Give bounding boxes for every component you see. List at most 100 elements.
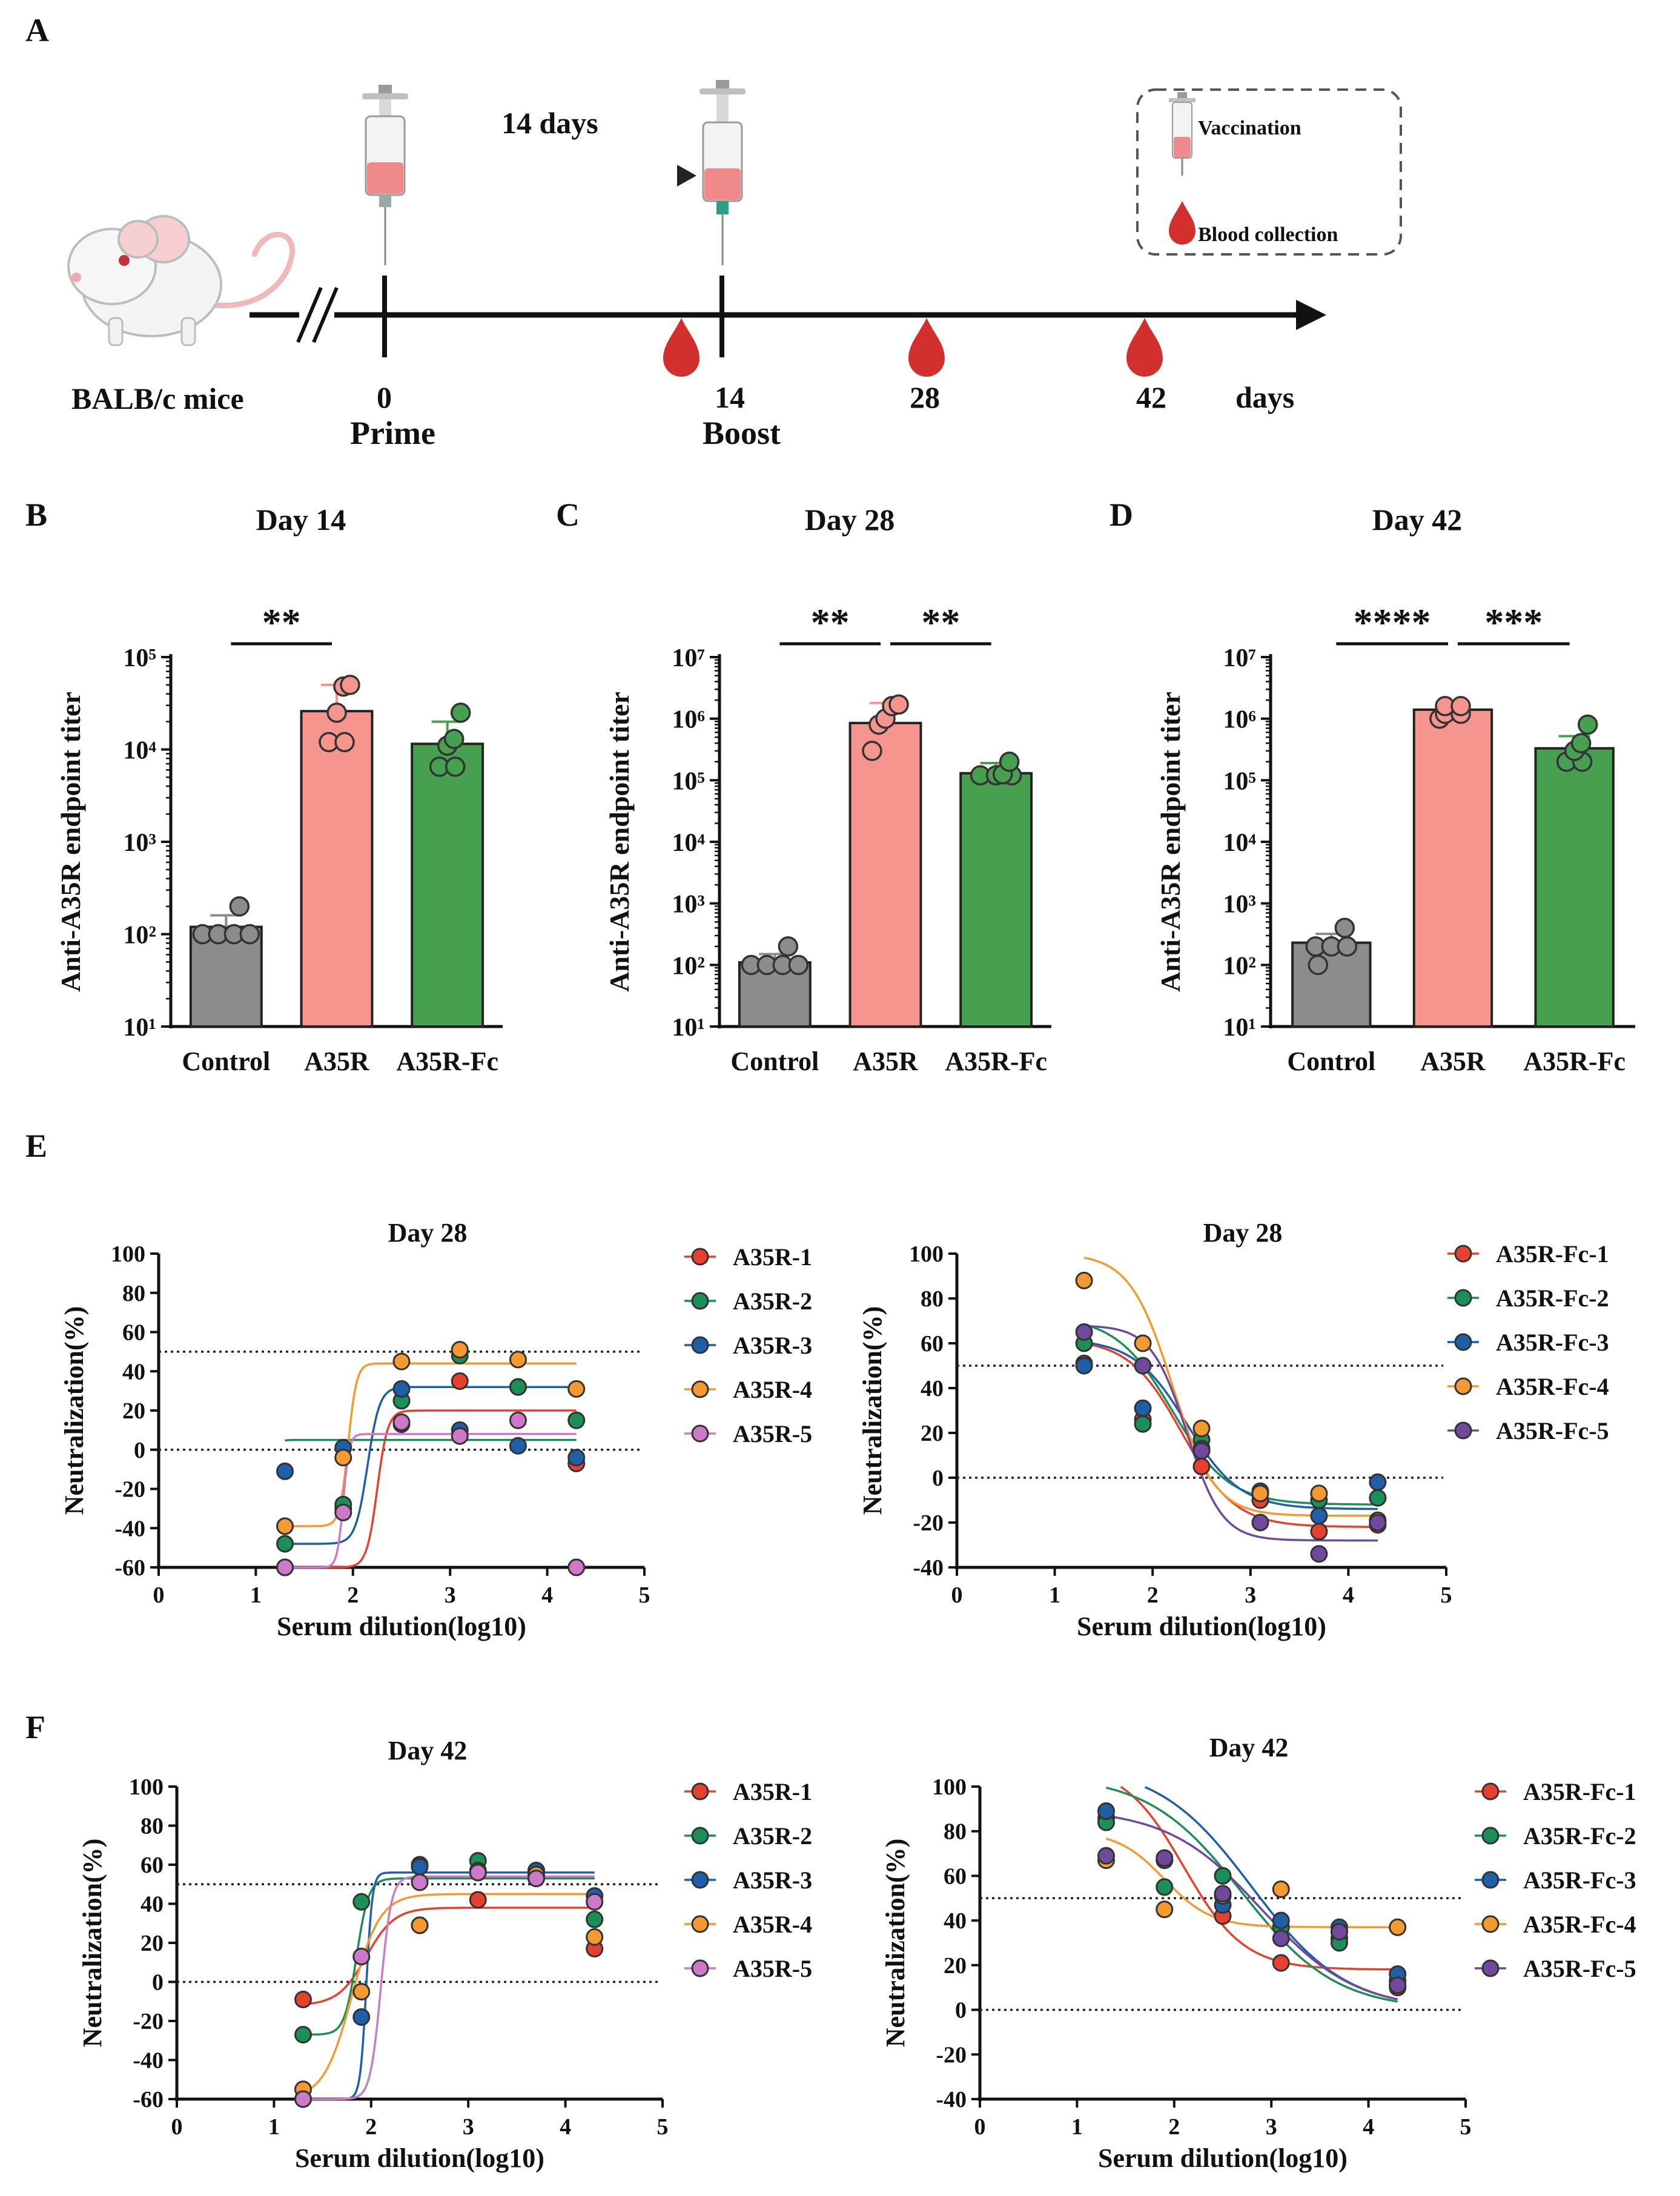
panel-letter-f: F xyxy=(25,1709,45,1745)
panel-letter-a: A xyxy=(25,12,49,48)
day-label-0: 0 xyxy=(377,380,392,414)
x-tick-label: 4 xyxy=(1363,2114,1374,2140)
y-tick-label: 10⁴ xyxy=(123,737,156,765)
legend-label: A35R-Fc-5 xyxy=(1496,1417,1609,1444)
data-point xyxy=(411,1857,429,1876)
data-point xyxy=(276,1462,294,1480)
data-point xyxy=(352,1893,371,1911)
data-point xyxy=(411,1916,429,1934)
fit-curve xyxy=(1083,1323,1378,1506)
y-tick-label: 10⁴ xyxy=(1223,829,1256,857)
y-tick-label: -20 xyxy=(913,1510,944,1536)
x-tick-label: 0 xyxy=(951,1583,963,1608)
blood-drop-icon xyxy=(1126,318,1163,377)
legend-marker xyxy=(1454,1421,1472,1440)
data-point xyxy=(1272,1930,1290,1948)
legend-label: A35R-2 xyxy=(733,1288,812,1315)
data-point xyxy=(888,694,909,715)
category-label: A35R-Fc xyxy=(945,1047,1047,1076)
data-point xyxy=(352,2008,371,2026)
schematic-legend: Vaccination Blood collection xyxy=(1136,88,1402,256)
y-tick-label: -40 xyxy=(936,2087,967,2112)
data-point xyxy=(1450,696,1471,716)
legend-label: A35R-Fc-1 xyxy=(1496,1240,1609,1268)
y-tick-label: -20 xyxy=(114,1477,145,1503)
legend-blood-label: Blood collection xyxy=(1198,223,1338,246)
neutralization-chart-a35r-day28: Day 28 -60 -40 -20 0 20 40 60 80 100 0 1 2 3 4 5 Serum d… xyxy=(59,1218,812,1641)
legend-label: A35R-1 xyxy=(733,1778,812,1805)
y-tick-label: 80 xyxy=(122,1281,145,1306)
y-axis-label: Neutralization(%) xyxy=(858,1306,887,1515)
x-tick-label: 1 xyxy=(268,2114,280,2140)
data-point xyxy=(1134,1399,1152,1417)
data-point xyxy=(334,1449,352,1467)
y-tick-label: 10² xyxy=(123,922,156,950)
data-point xyxy=(443,729,465,749)
bar xyxy=(848,721,922,1028)
y-tick-label: 10⁶ xyxy=(672,706,705,734)
x-axis-label: Serum dilution(log10) xyxy=(277,1612,526,1641)
x-tick-label: 2 xyxy=(365,2114,377,2140)
y-tick-label: -20 xyxy=(133,2009,164,2034)
panel-letters: A B C D E F xyxy=(25,12,1133,1745)
y-axis-label: Neutralization(%) xyxy=(59,1306,89,1515)
legend-marker xyxy=(691,1248,709,1266)
schematic-panel: BALB/c mice xyxy=(67,80,1402,451)
legend-marker xyxy=(1454,1377,1472,1395)
data-point xyxy=(451,1427,469,1445)
day-label-28: 28 xyxy=(910,380,940,414)
category-label: A35R-Fc xyxy=(396,1047,498,1076)
data-point xyxy=(326,703,347,723)
data-point xyxy=(445,756,466,777)
data-point xyxy=(1334,918,1355,938)
data-point xyxy=(1192,1442,1211,1460)
legend-marker xyxy=(691,1336,709,1354)
data-point xyxy=(1272,1880,1290,1899)
x-tick-label: 3 xyxy=(463,2114,474,2140)
x-tick-label: 5 xyxy=(639,1583,650,1608)
y-tick-label: 10⁵ xyxy=(672,767,705,795)
x-tick-label: 1 xyxy=(250,1583,262,1608)
day-label-42: 42 xyxy=(1136,380,1166,414)
y-tick-label: 10¹ xyxy=(1223,1014,1256,1042)
y-tick-label: 10⁵ xyxy=(123,644,156,672)
legend-label: A35R-Fc-1 xyxy=(1523,1778,1636,1805)
y-tick-label: 0 xyxy=(152,1970,164,1996)
interval-arrowhead xyxy=(677,165,696,187)
data-point xyxy=(1272,1911,1290,1930)
y-tick-label: 100 xyxy=(129,1774,164,1800)
blood-drop-icon xyxy=(1169,201,1196,245)
data-point xyxy=(1192,1458,1211,1475)
legend-label: A35R-3 xyxy=(733,1867,812,1894)
chart-title: Day 14 xyxy=(256,503,346,537)
data-point xyxy=(1075,1271,1093,1289)
legend-marker xyxy=(1481,1782,1500,1801)
titer-bar-chart-day42: Day 42 Anti-A35R endpoint titer 10¹ 10² 10³ 1… xyxy=(1155,503,1635,1076)
data-point xyxy=(229,896,250,917)
y-tick-label: 10⁶ xyxy=(1223,706,1256,734)
legend-label: A35R-1 xyxy=(733,1243,812,1271)
x-axis-label: Serum dilution(log10) xyxy=(1098,2143,1348,2173)
y-tick-label: 20 xyxy=(944,1953,967,1979)
y-tick-label: 40 xyxy=(921,1376,944,1401)
legend-label: A35R-Fc-5 xyxy=(1523,1955,1636,1982)
data-point xyxy=(451,1372,469,1390)
x-tick-label: 0 xyxy=(153,1583,165,1608)
fit-curve xyxy=(303,1875,595,2100)
data-point xyxy=(352,1983,371,2001)
bar xyxy=(1412,708,1493,1028)
x-axis-label: Serum dilution(log10) xyxy=(295,2143,544,2173)
y-axis-label: Neutralization(%) xyxy=(78,1839,107,2048)
data-point xyxy=(1369,1489,1387,1507)
data-point xyxy=(509,1437,527,1455)
x-tick-label: 5 xyxy=(657,2114,669,2140)
data-point xyxy=(276,1517,294,1535)
y-tick-label: 10³ xyxy=(672,891,705,919)
legend-label: A35R-3 xyxy=(733,1332,812,1359)
legend-label: A35R-4 xyxy=(733,1911,812,1938)
data-point xyxy=(527,1870,545,1888)
data-point xyxy=(509,1411,527,1429)
x-tick-label: 0 xyxy=(171,2114,183,2140)
y-tick-label: -60 xyxy=(133,2087,164,2112)
